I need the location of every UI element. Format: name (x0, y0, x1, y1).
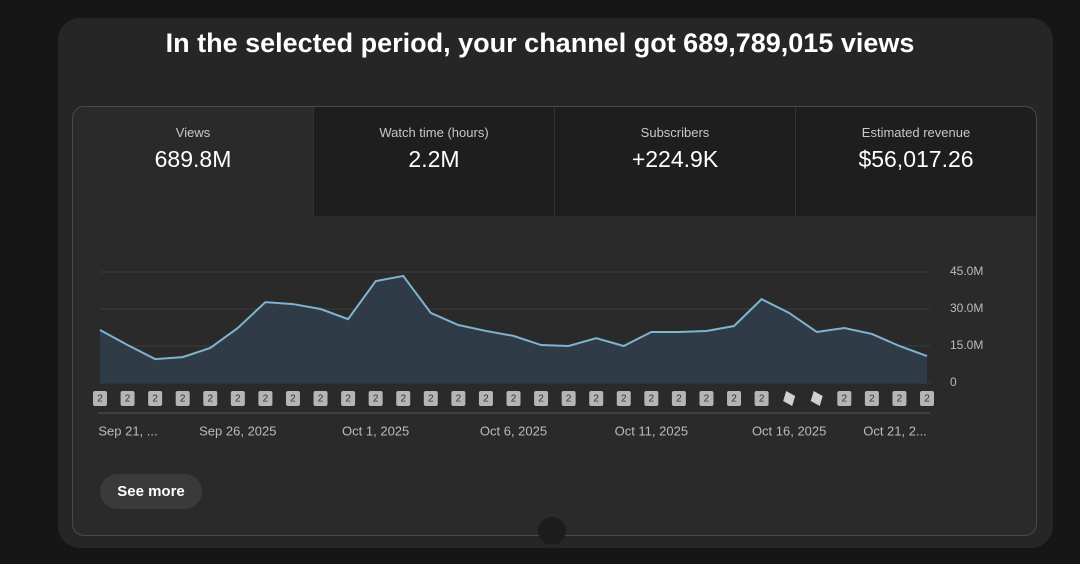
metric-label: Views (175, 125, 211, 140)
marker-badge (616, 391, 631, 406)
marker-label: 2 (483, 394, 489, 405)
marker-badge (203, 391, 218, 406)
marker-label: 2 (318, 394, 324, 405)
marker-label: 2 (235, 394, 241, 405)
marker-label: 2 (180, 394, 186, 405)
marker-label: 2 (759, 394, 765, 405)
analytics-panel: Views 689.8M Watch time (hours) 2.2M Subsc… (72, 106, 1037, 536)
marker-label: 2 (428, 394, 434, 405)
marker-badge (561, 391, 576, 406)
marker-badge (423, 391, 438, 406)
marker-label: 2 (97, 394, 103, 405)
y-tick-label: 0 (950, 375, 957, 389)
metric-label: Estimated revenue (861, 125, 971, 140)
marker-badge (589, 391, 604, 406)
title: In the selected period, your channel got… (165, 28, 915, 58)
marker-label: 2 (345, 394, 351, 405)
x-tick-label: Oct 1, 2025 (342, 423, 409, 438)
marker-label: 2 (869, 394, 875, 405)
marker-label: 2 (704, 394, 710, 405)
marker-label: 2 (373, 394, 379, 405)
marker-label: 2 (649, 394, 655, 405)
marker-label: 2 (511, 394, 517, 405)
shorts-icon (810, 391, 823, 406)
marker-label: 2 (621, 394, 627, 405)
marker-label: 2 (456, 394, 462, 405)
marker-badge (451, 391, 466, 406)
marker-badge (93, 391, 107, 406)
marker-badge (892, 391, 907, 406)
marker-label: 2 (400, 394, 406, 405)
marker-badge (120, 391, 135, 406)
area (100, 275, 927, 383)
x-tick-label: Oct 16, 2025 (752, 423, 826, 438)
y-tick-label: 30.0M (950, 301, 983, 315)
line (99, 274, 928, 361)
metric-tab[interactable]: Views 689.8M (73, 107, 314, 216)
handle (538, 517, 566, 545)
marker-badge (644, 391, 659, 406)
marker-badge (313, 391, 328, 406)
marker-label: 2 (263, 394, 269, 405)
x-tick-label: Sep 26, 2025 (199, 423, 276, 438)
x-tick-label: Oct 11, 2025 (615, 423, 688, 438)
x-tick-label: Oct 6, 2025 (480, 423, 547, 438)
marker-badge (864, 391, 879, 406)
marker-label: 2 (538, 394, 544, 405)
marker-badge (837, 391, 852, 406)
marker-badge (920, 391, 934, 406)
marker-label: 2 (842, 394, 848, 405)
marker-badge (754, 391, 769, 406)
x-tick-label: Oct 21, 2... (863, 423, 927, 438)
marker-badge (341, 391, 356, 406)
marker-label: 2 (731, 394, 737, 405)
metric-label: Subscribers (640, 125, 710, 140)
x-tick-label: Sep 21, ... (98, 423, 157, 438)
marker-label: 2 (290, 394, 296, 405)
y-tick-label: 15.0M (950, 338, 983, 352)
marker-badge (258, 391, 273, 406)
marker-badge (230, 391, 245, 406)
metric-value: $56,017.26 (858, 146, 974, 172)
metric-value: +224.9K (631, 146, 719, 172)
metric-tab[interactable]: Estimated revenue $56,017.26 (796, 107, 1036, 216)
y-tick-label: 45.0M (950, 264, 983, 278)
marker-label: 2 (924, 394, 930, 405)
marker-badge (727, 391, 742, 406)
marker-badge (368, 391, 383, 406)
marker-badge (396, 391, 411, 406)
marker-label: 2 (152, 394, 158, 405)
marker-label: 2 (125, 394, 131, 405)
marker-label: 2 (676, 394, 682, 405)
metric-value: 689.8M (154, 146, 232, 172)
marker-label: 2 (207, 394, 213, 405)
marker-label: 2 (593, 394, 599, 405)
marker-badge (148, 391, 163, 406)
shorts-icon (783, 391, 796, 406)
marker-badge (285, 391, 300, 406)
marker-badge (534, 391, 549, 406)
marker-label: 2 (897, 394, 903, 405)
marker-badge (699, 391, 714, 406)
metric-value: 2.2M (408, 146, 460, 172)
metric-tab[interactable]: Subscribers +224.9K (555, 107, 796, 216)
marker-badge (671, 391, 686, 406)
metric-label: Watch time (hours) (379, 125, 489, 140)
marker-badge (175, 391, 190, 406)
marker-badge (506, 391, 521, 406)
see-more-button[interactable]: See more (100, 474, 202, 509)
metric-tab[interactable]: Watch time (hours) 2.2M (314, 107, 555, 216)
marker-badge (478, 391, 493, 406)
marker-label: 2 (566, 394, 572, 405)
